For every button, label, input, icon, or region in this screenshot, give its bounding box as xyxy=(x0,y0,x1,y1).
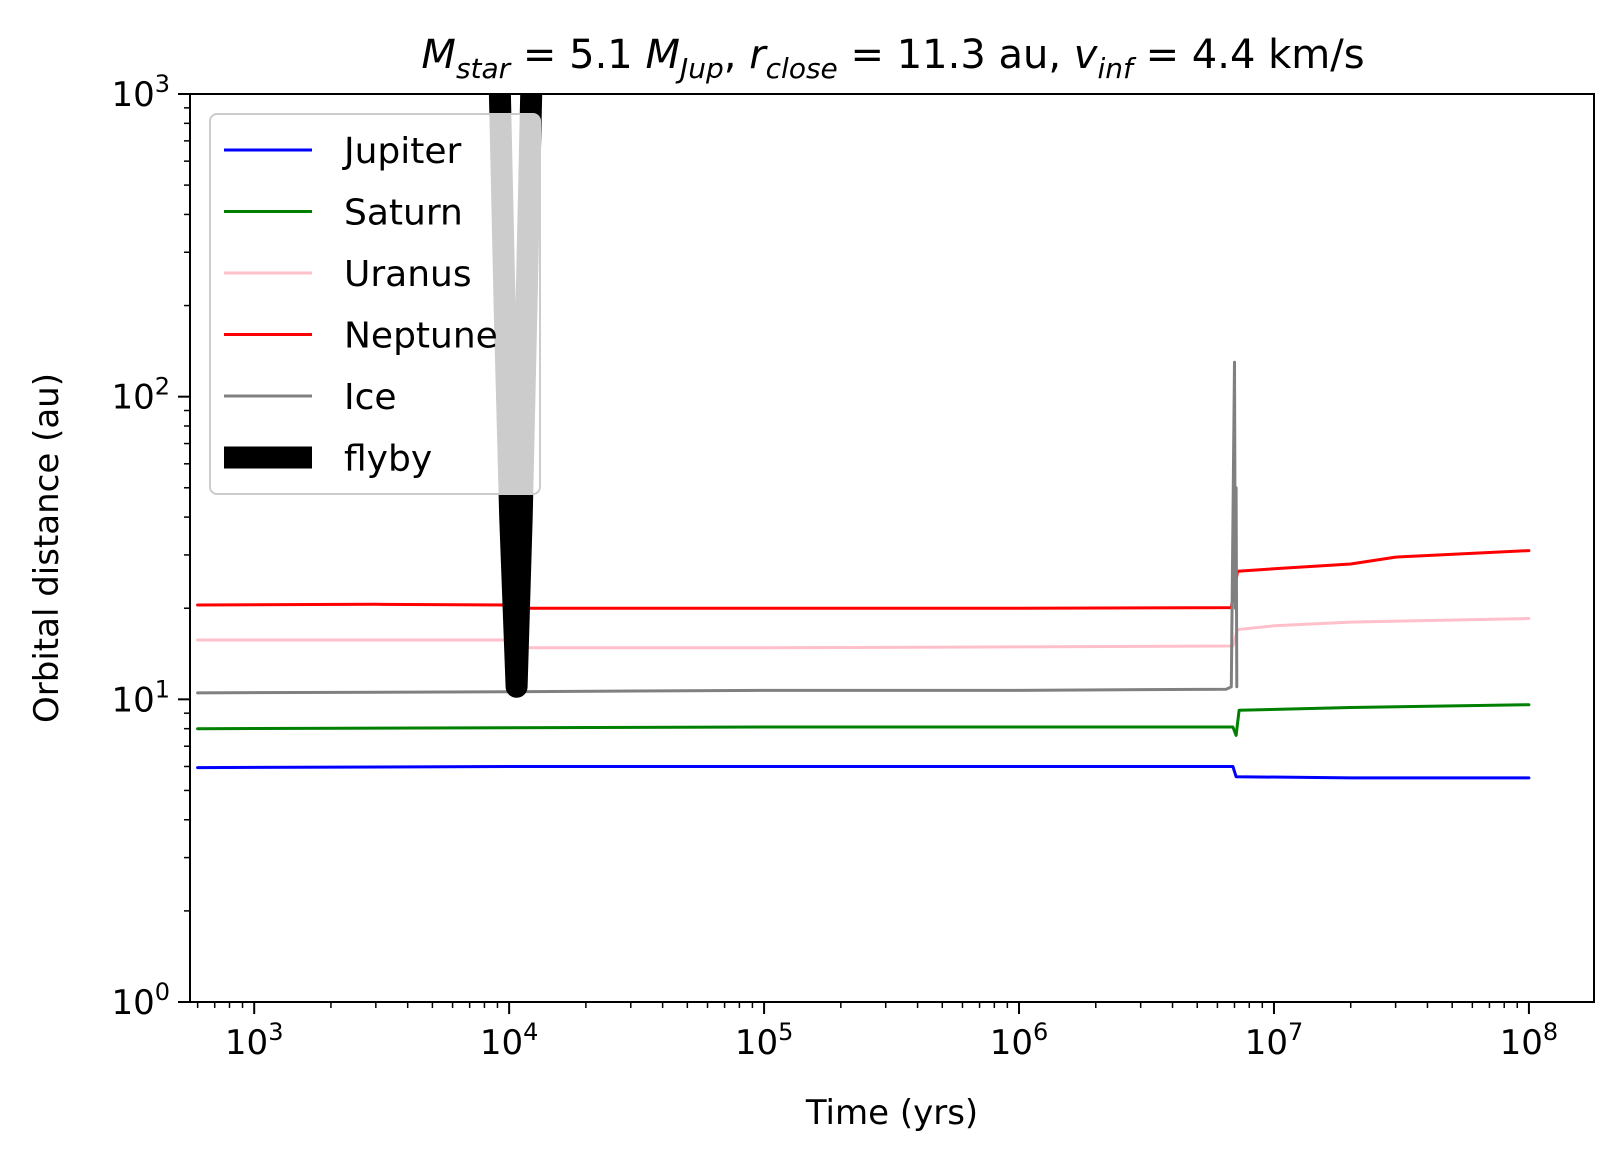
y-axis-label: Orbital distance (au) xyxy=(27,373,67,723)
legend-label-uranus: Uranus xyxy=(344,254,472,295)
legend-label-ice: Ice xyxy=(344,377,397,418)
legend-label-jupiter: Jupiter xyxy=(342,131,462,172)
chart-title: Mstar = 5.1 MJup, rclose = 11.3 au, vinf… xyxy=(421,32,1364,85)
y-tick-label: 100 xyxy=(111,978,170,1023)
y-tick-label: 101 xyxy=(111,675,170,720)
legend-items: Jupiter Saturn Uranus Neptune Ice flyby xyxy=(224,131,498,480)
legend-label-neptune: Neptune xyxy=(344,316,498,357)
legend-frame xyxy=(209,113,541,495)
x-tick-label: 108 xyxy=(1500,1018,1559,1063)
x-axis-label: Time (yrs) xyxy=(805,1093,978,1133)
y-tick-label: 103 xyxy=(111,70,170,115)
x-tick-label: 107 xyxy=(1245,1018,1304,1063)
x-tick-label: 105 xyxy=(735,1018,794,1063)
series-line-neptune xyxy=(196,549,1531,610)
x-tick-label: 103 xyxy=(225,1018,284,1063)
axes-layer: 103 104 105 106 107 108 100 101 102 103 xyxy=(111,70,1558,1063)
y-tick-label: 102 xyxy=(111,373,170,418)
legend-label-saturn: Saturn xyxy=(344,193,463,234)
legend: Jupiter Saturn Uranus Neptune Ice flyby xyxy=(209,113,541,495)
legend-label-flyby: flyby xyxy=(344,439,432,480)
series-line-ice xyxy=(196,360,1239,695)
plot-frame xyxy=(189,93,1595,1003)
series-line-saturn xyxy=(196,703,1531,737)
x-tick-label: 106 xyxy=(990,1018,1049,1063)
series-line-jupiter xyxy=(196,765,1531,780)
x-tick-label: 104 xyxy=(480,1018,539,1063)
